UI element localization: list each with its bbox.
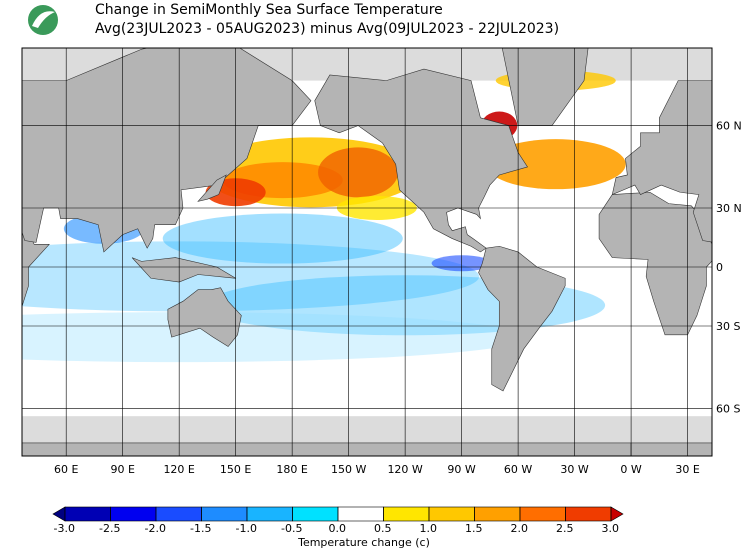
lat-label: 60 S xyxy=(716,402,740,415)
colorbar-box xyxy=(519,506,566,522)
map-area xyxy=(22,48,712,456)
colorbar-box xyxy=(383,506,430,522)
anomaly-patch xyxy=(22,312,530,363)
colorbar-box xyxy=(292,506,339,522)
lon-label: 120 E xyxy=(163,463,194,476)
colorbar-box xyxy=(474,506,521,522)
colorbar-tick-label: 2.0 xyxy=(511,522,529,535)
colorbar-tick-label: -2.5 xyxy=(99,522,120,535)
land xyxy=(314,68,529,253)
lon-label: 150 W xyxy=(331,463,366,476)
lon-label: 60 W xyxy=(504,463,532,476)
lon-label: 90 E xyxy=(110,463,134,476)
colorbar-tick-label: 3.0 xyxy=(602,522,620,535)
anomaly-patch xyxy=(22,241,480,312)
colorbar-tick-label: -3.0 xyxy=(54,522,75,535)
land xyxy=(630,442,712,456)
lat-label: 60 N xyxy=(716,120,742,133)
colorbar-box xyxy=(201,506,248,522)
lat-label: 0 xyxy=(716,261,723,274)
land xyxy=(598,191,712,336)
colorbar-title: Temperature change (c) xyxy=(297,536,430,549)
anomaly-patch xyxy=(162,213,403,264)
lon-label: 90 W xyxy=(447,463,475,476)
colorbar-tick-label: 2.5 xyxy=(556,522,574,535)
colorbar-tick-label: 0.5 xyxy=(374,522,392,535)
land xyxy=(197,174,227,202)
land xyxy=(22,48,312,253)
colorbar-tick-label: -1.5 xyxy=(190,522,211,535)
logo xyxy=(28,5,58,35)
title-line: Avg(23JUL2023 - 05AUG2023) minus Avg(09J… xyxy=(95,21,559,37)
colorbar-arrow xyxy=(610,506,624,522)
lon-label: 30 E xyxy=(675,463,699,476)
lat-label: 30 N xyxy=(716,202,742,215)
colorbar-tick-label: 0.0 xyxy=(329,522,347,535)
colorbar-tick-label: -1.0 xyxy=(236,522,257,535)
lon-label: 30 W xyxy=(560,463,588,476)
title-line: Change in SemiMonthly Sea Surface Temper… xyxy=(95,2,443,18)
lon-label: 150 E xyxy=(220,463,251,476)
lon-label: 180 E xyxy=(276,463,307,476)
colorbar-tick-label: -2.0 xyxy=(145,522,166,535)
colorbar-arrow xyxy=(52,506,66,522)
lat-label: 30 S xyxy=(716,320,740,333)
colorbar-box xyxy=(110,506,157,522)
colorbar-box xyxy=(337,506,384,522)
colorbar-tick-label: 1.5 xyxy=(465,522,483,535)
colorbar-box xyxy=(428,506,475,522)
land xyxy=(167,287,242,347)
colorbar-tick-label: 1.0 xyxy=(420,522,438,535)
colorbar-box xyxy=(64,506,111,522)
anomaly-patch xyxy=(318,147,399,198)
colorbar-box xyxy=(565,506,612,522)
land xyxy=(611,80,712,243)
land xyxy=(478,245,566,392)
map-frame xyxy=(21,47,713,457)
anomaly-patch xyxy=(485,139,626,190)
colorbar-box xyxy=(246,506,293,522)
lon-label: 0 W xyxy=(620,463,641,476)
colorbar-box xyxy=(155,506,202,522)
lon-label: 60 E xyxy=(54,463,78,476)
colorbar-tick-label: -0.5 xyxy=(281,522,302,535)
lon-label: 120 W xyxy=(387,463,422,476)
colorbar: -3.0 -2.5 -2.0 -1.5 -1.0 -0.5 0.0 0.5 1.0 1.5 2.0 2… xyxy=(52,506,624,549)
